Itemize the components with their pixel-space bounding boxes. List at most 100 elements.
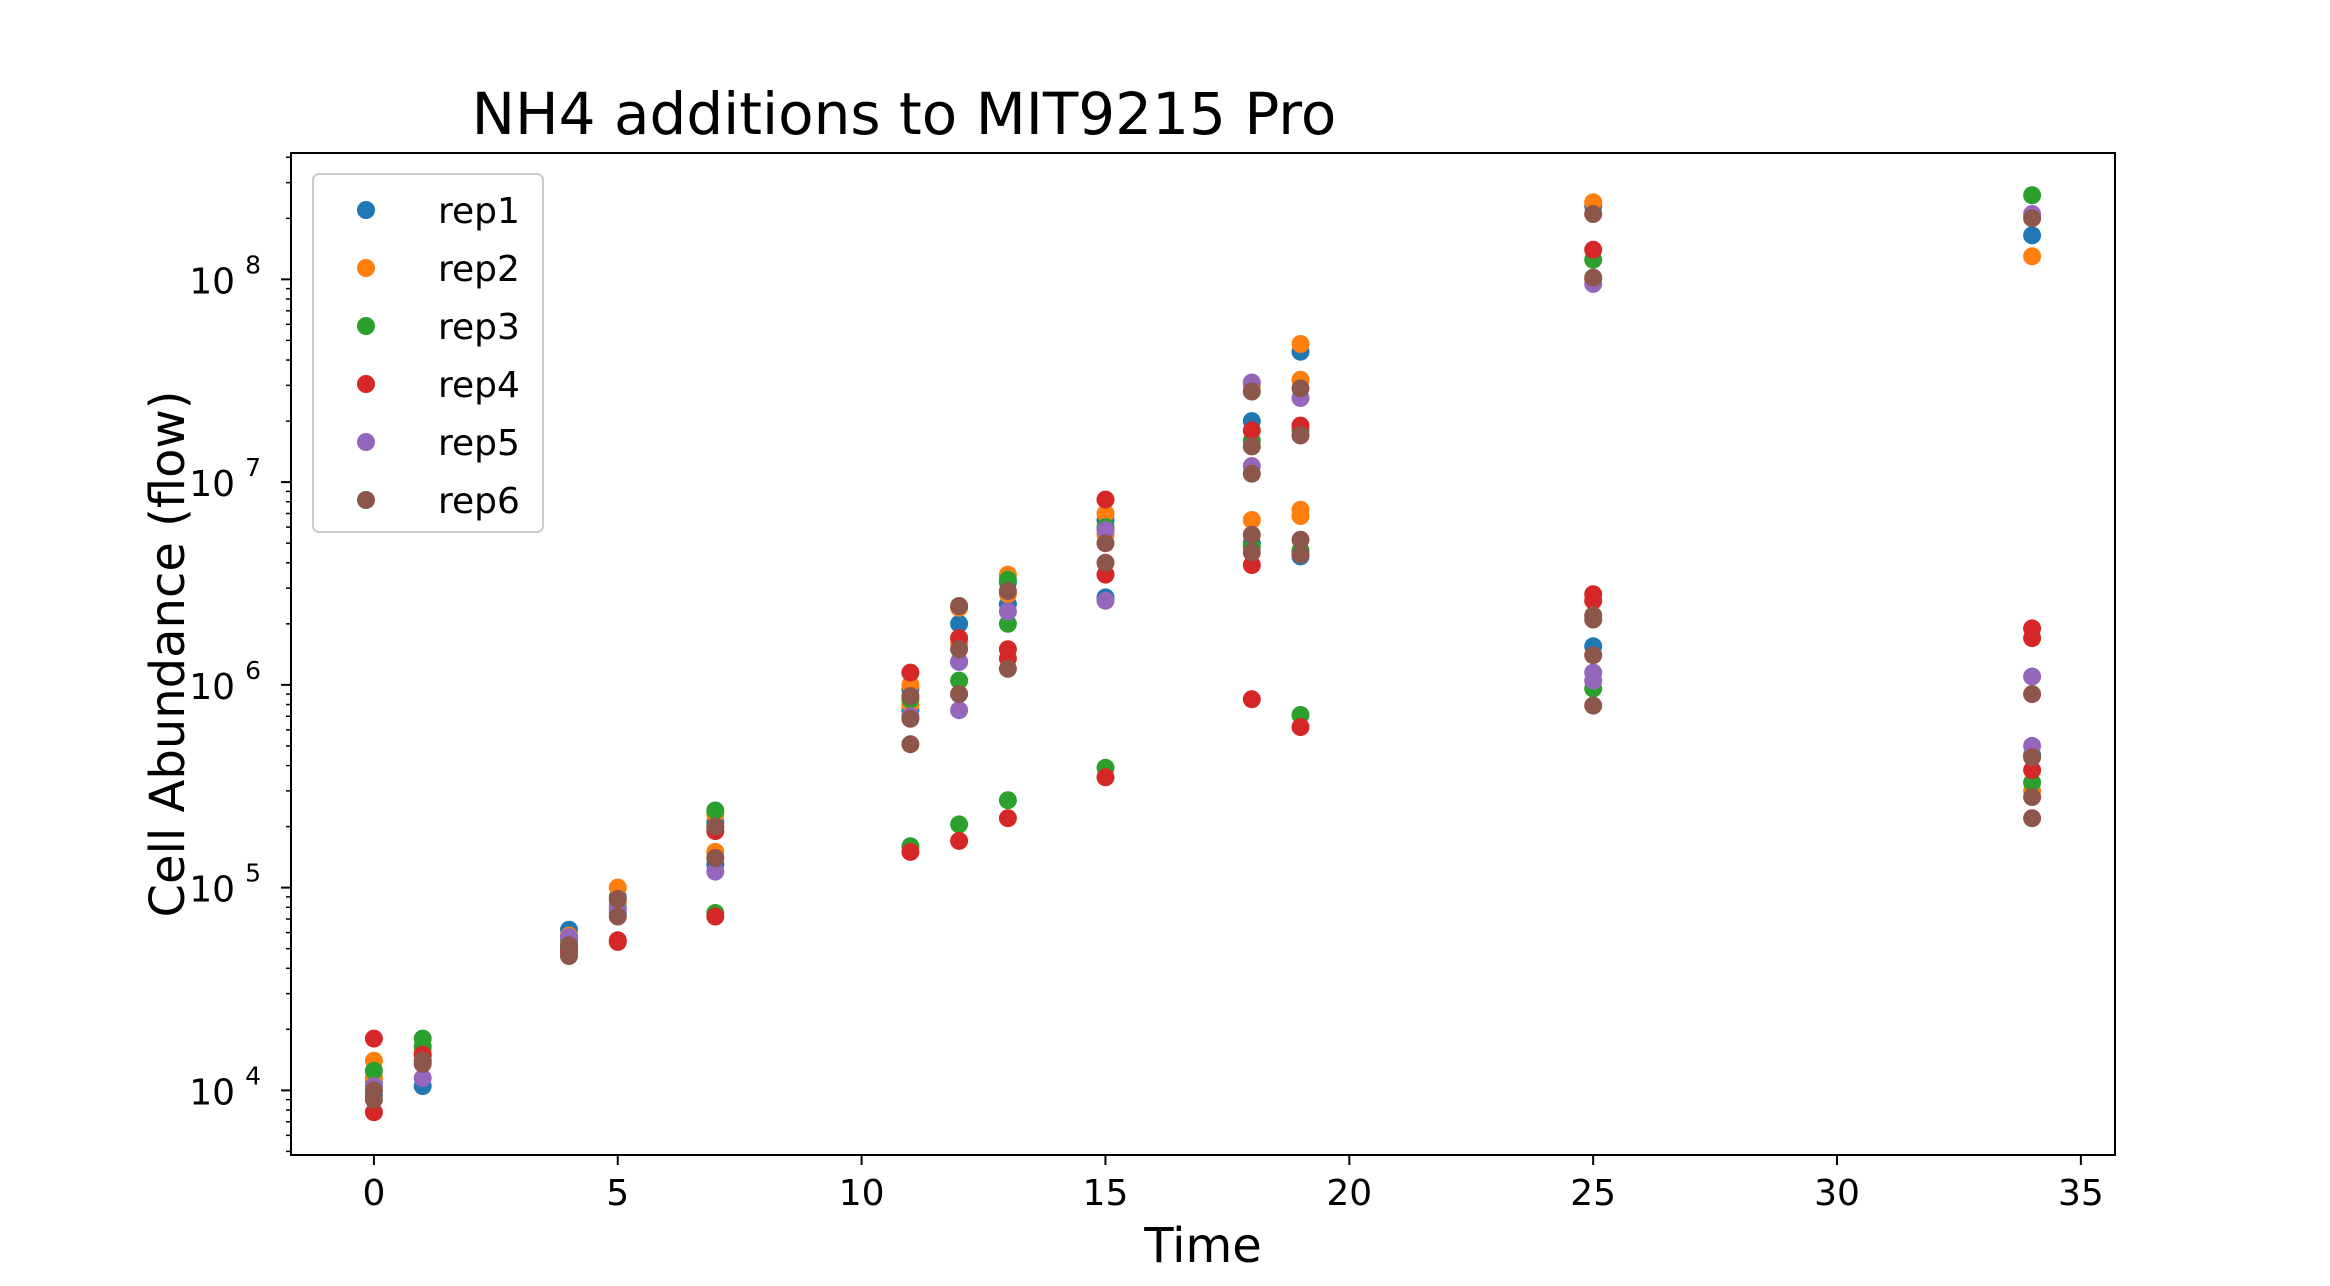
data-point xyxy=(998,602,1017,621)
data-point xyxy=(1242,525,1261,544)
data-point xyxy=(950,614,969,633)
data-point xyxy=(901,663,920,682)
legend-label: rep3 xyxy=(438,307,520,348)
data-point xyxy=(1584,591,1603,610)
legend-marker xyxy=(357,259,375,277)
data-point xyxy=(1242,511,1261,529)
x-tick-label: 20 xyxy=(1326,1173,1372,1214)
y-tick-exponent: 6 xyxy=(245,656,261,685)
data-point xyxy=(950,671,969,690)
data-point xyxy=(364,1029,383,1048)
legend-item-rep2: rep2 xyxy=(357,249,520,290)
y-tick-label: 10 xyxy=(189,870,235,911)
data-point xyxy=(950,597,969,615)
data-point xyxy=(1584,240,1603,259)
data-point xyxy=(2023,629,2042,648)
data-point xyxy=(1242,690,1261,709)
data-point xyxy=(950,701,969,720)
y-tick-base: 10 xyxy=(189,667,235,708)
data-point xyxy=(1096,591,1115,610)
data-point xyxy=(1242,464,1261,483)
y-tick-base: 10 xyxy=(189,1072,235,1113)
data-point xyxy=(706,801,725,820)
x-tick-label: 35 xyxy=(2058,1173,2104,1214)
y-tick-exponent: 8 xyxy=(245,250,261,279)
data-point xyxy=(2023,773,2042,792)
data-point xyxy=(901,687,920,706)
x-tick-label: 15 xyxy=(1083,1173,1129,1214)
data-point xyxy=(1584,205,1603,223)
data-point xyxy=(2023,186,2042,205)
data-point xyxy=(1242,382,1261,401)
data-point xyxy=(413,1054,432,1073)
data-point xyxy=(998,809,1017,828)
x-tick-label: 30 xyxy=(1814,1173,1860,1214)
legend-marker xyxy=(357,317,375,335)
legend-marker xyxy=(357,375,375,393)
data-point xyxy=(1584,696,1603,715)
data-point xyxy=(950,640,969,659)
legend-marker xyxy=(357,433,375,451)
data-point xyxy=(2023,748,2042,767)
data-point xyxy=(2023,247,2042,266)
legend-item-rep1: rep1 xyxy=(357,191,520,232)
data-point xyxy=(1584,610,1603,629)
data-point xyxy=(413,1069,432,1088)
y-tick-label: 10 xyxy=(189,261,235,302)
data-point xyxy=(364,1103,383,1122)
data-point xyxy=(1242,437,1261,456)
data-point xyxy=(1096,534,1115,553)
legend: rep1 rep2 rep3 rep4 rep5 rep6 xyxy=(312,173,544,533)
data-point xyxy=(1291,379,1310,398)
data-point xyxy=(1096,768,1115,787)
legend-marker xyxy=(357,491,375,509)
data-point xyxy=(1584,646,1603,665)
chart-title: NH4 additions to MIT9215 Pro xyxy=(472,80,1337,148)
legend-label: rep1 xyxy=(438,191,520,232)
x-tick-label: 0 xyxy=(362,1173,385,1214)
data-point xyxy=(2023,667,2042,686)
data-point xyxy=(998,791,1017,810)
data-point xyxy=(1242,556,1261,574)
x-tick-label: 25 xyxy=(1570,1173,1616,1214)
y-tick-base: 10 xyxy=(189,870,235,911)
data-point xyxy=(1242,421,1261,440)
data-point xyxy=(706,862,725,881)
data-point xyxy=(901,735,920,754)
data-point xyxy=(2023,209,2042,228)
data-point xyxy=(1291,530,1310,549)
y-tick-base: 10 xyxy=(189,464,235,505)
y-tick-exponent: 7 xyxy=(245,453,261,482)
data-point xyxy=(1096,521,1115,540)
data-point xyxy=(998,582,1017,601)
legend-label: rep5 xyxy=(438,423,520,464)
data-point xyxy=(950,815,969,834)
x-axis: 0 5 10 15 20 25 30 35 xyxy=(362,1155,2104,1214)
series-rep6 xyxy=(364,205,2042,1109)
data-point xyxy=(608,907,627,926)
y-tick-label: 10 xyxy=(189,1072,235,1113)
x-tick-label: 5 xyxy=(606,1173,629,1214)
data-point xyxy=(901,842,920,861)
legend-item-rep6: rep6 xyxy=(357,481,520,522)
data-point xyxy=(706,907,725,926)
data-point xyxy=(950,652,969,671)
data-point xyxy=(1291,545,1310,564)
data-point xyxy=(1096,504,1115,523)
x-tick-label: 10 xyxy=(839,1173,885,1214)
legend-item-rep4: rep4 xyxy=(357,365,520,406)
data-point xyxy=(560,947,578,965)
data-point xyxy=(950,685,969,704)
data-point xyxy=(608,932,627,951)
data-point xyxy=(1291,335,1310,353)
data-point xyxy=(1291,507,1310,526)
data-point xyxy=(2023,788,2042,806)
data-point xyxy=(364,1061,383,1080)
legend-label: rep4 xyxy=(438,365,520,406)
data-point xyxy=(1584,671,1603,690)
data-point xyxy=(998,659,1017,678)
data-point xyxy=(950,831,969,850)
legend-item-rep3: rep3 xyxy=(357,307,520,348)
y-tick-label: 10 xyxy=(189,667,235,708)
data-point xyxy=(2023,226,2042,245)
